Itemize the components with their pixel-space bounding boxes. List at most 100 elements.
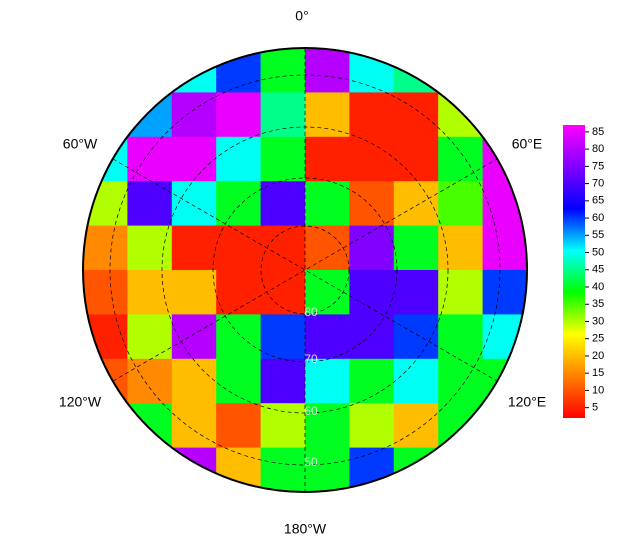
map-border: [82, 47, 528, 493]
meridian-label: 0°: [295, 8, 308, 24]
colorbar-tick-label: 30: [592, 315, 604, 327]
latitude-label: 80: [304, 305, 318, 319]
heatmap-cell: [482, 270, 527, 315]
meridian-label: 180°W: [284, 521, 327, 537]
heatmap-cell: [305, 403, 350, 449]
colorbar: 5 10 15 20 25 30 35 40 45 50 55 60 65 70 75 80 85: [563, 125, 604, 418]
heatmap-cell: [393, 314, 439, 360]
colorbar-gradient: [563, 125, 585, 418]
heatmap-cell: [482, 403, 527, 449]
heatmap-cell: [349, 314, 395, 360]
heatmap-cell: [260, 136, 306, 182]
heatmap-cell: [216, 225, 262, 271]
heatmap-cell: [216, 358, 262, 404]
heatmap-cell: [349, 358, 395, 404]
heatmap-cell: [83, 48, 128, 93]
heatmap-cell: [438, 136, 484, 182]
heatmap-cell: [393, 92, 439, 138]
colorbar-tick-label: 15: [592, 367, 604, 379]
heatmap-cell: [171, 358, 217, 404]
heatmap-cell: [438, 447, 484, 492]
heatmap-cell: [438, 358, 484, 404]
heatmap-cell: [349, 403, 395, 449]
heatmap-cell: [171, 136, 217, 182]
heatmap-cell: [127, 447, 173, 492]
heatmap-cell: [171, 314, 217, 360]
heatmap-cell: [438, 314, 484, 360]
heatmap-cell: [393, 181, 439, 227]
heatmap-cell: [127, 270, 173, 315]
heatmap-cell: [171, 270, 217, 315]
heatmap-cell: [393, 136, 439, 182]
colorbar-tick-label: 75: [592, 160, 604, 172]
heatmap-cell: [127, 314, 173, 360]
heatmap-cell: [482, 447, 527, 492]
heatmap-cell: [305, 447, 350, 492]
heatmap-cell: [393, 270, 439, 315]
colorbar-tick-label: 60: [592, 212, 604, 224]
heatmap-cell: [482, 48, 527, 93]
heatmap-cell: [83, 225, 128, 271]
latitude-label: 70: [304, 352, 318, 366]
meridian-label: 120°E: [508, 394, 546, 410]
colorbar-tick-label: 40: [592, 281, 604, 293]
colorbar-tick-label: 70: [592, 178, 604, 190]
meridian-label: 60°W: [63, 136, 98, 152]
colorbar-tick-label: 5: [592, 402, 598, 414]
heatmap-cell: [127, 92, 173, 138]
colorbar-tick-label: 85: [592, 126, 604, 138]
heatmap-cell: [171, 225, 217, 271]
heatmap-cell: [260, 48, 306, 93]
heatmap-cell: [438, 92, 484, 138]
heatmap-cell: [438, 270, 484, 315]
heatmap-cell: [216, 181, 262, 227]
heatmap-cell: [83, 447, 128, 492]
heatmap-cell: [127, 358, 173, 404]
heatmap-cell: [305, 136, 350, 182]
graticule: [109, 48, 501, 492]
heatmap-cell: [393, 358, 439, 404]
heatmap-cell: [83, 403, 128, 449]
heatmap-cell: [393, 225, 439, 271]
heatmap-cell: [305, 358, 350, 404]
colorbar-tick-label: 10: [592, 384, 604, 396]
heatmap-cell: [305, 181, 350, 227]
latitude-label: 50: [304, 455, 318, 469]
heatmap-cell: [438, 225, 484, 271]
heatmap-cell: [349, 225, 395, 271]
heatmap-cell: [83, 92, 128, 138]
heatmap-cell: [482, 92, 527, 138]
heatmap-cell: [260, 314, 306, 360]
heatmap-cell: [260, 447, 306, 492]
meridian-label: 60°E: [512, 136, 543, 152]
heatmap-cell: [171, 181, 217, 227]
heatmap-cell: [482, 225, 527, 271]
heatmap-cell: [260, 403, 306, 449]
colorbar-tick-label: 65: [592, 195, 604, 207]
heatmap-cell: [305, 270, 350, 315]
heatmap-cell: [216, 136, 262, 182]
heatmap-cell: [216, 270, 262, 315]
heatmap-cell: [171, 403, 217, 449]
heatmap-cell: [127, 136, 173, 182]
heatmap-cell: [216, 314, 262, 360]
heatmap-cell: [349, 136, 395, 182]
heatmap-cell: [260, 358, 306, 404]
colorbar-tick-label: 55: [592, 229, 604, 241]
colorbar-tick-label: 35: [592, 298, 604, 310]
heatmap-cell: [216, 403, 262, 449]
latitude-label: 60: [304, 404, 318, 418]
colorbar-tick-label: 25: [592, 333, 604, 345]
colorbar-tick-label: 80: [592, 143, 604, 155]
meridian-label: 120°W: [59, 394, 102, 410]
heatmap-cell: [260, 225, 306, 271]
heatmap-cell: [349, 92, 395, 138]
heatmap-cell: [393, 403, 439, 449]
heatmap-cell: [305, 92, 350, 138]
heatmap-cell: [127, 403, 173, 449]
heatmap-cell: [127, 48, 173, 93]
heatmap-cell: [305, 314, 350, 360]
heatmap-cell: [438, 181, 484, 227]
heatmap-cell: [260, 92, 306, 138]
